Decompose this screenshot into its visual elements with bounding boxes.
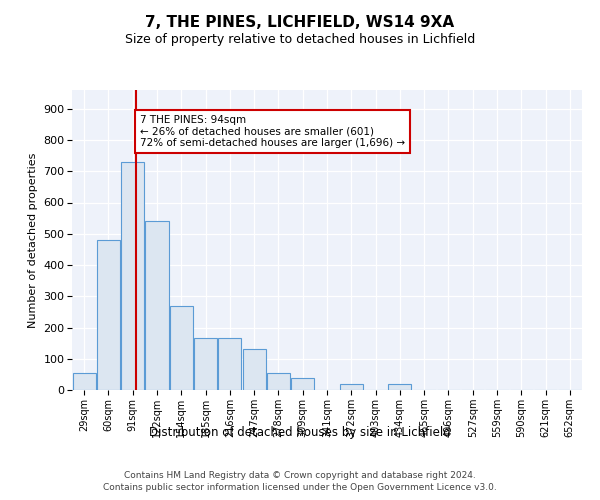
Bar: [291, 378, 314, 390]
Y-axis label: Number of detached properties: Number of detached properties: [28, 152, 38, 328]
Bar: [388, 384, 412, 390]
Bar: [218, 338, 241, 390]
Text: Size of property relative to detached houses in Lichfield: Size of property relative to detached ho…: [125, 32, 475, 46]
Bar: [121, 162, 144, 390]
Text: Distribution of detached houses by size in Lichfield: Distribution of detached houses by size …: [149, 426, 451, 439]
Bar: [340, 384, 363, 390]
Text: Contains public sector information licensed under the Open Government Licence v3: Contains public sector information licen…: [103, 484, 497, 492]
Bar: [194, 338, 217, 390]
Bar: [170, 306, 193, 390]
Bar: [145, 221, 169, 390]
Bar: [267, 373, 290, 390]
Text: 7 THE PINES: 94sqm
← 26% of detached houses are smaller (601)
72% of semi-detach: 7 THE PINES: 94sqm ← 26% of detached hou…: [140, 115, 405, 148]
Bar: [242, 350, 266, 390]
Bar: [73, 373, 95, 390]
Text: 7, THE PINES, LICHFIELD, WS14 9XA: 7, THE PINES, LICHFIELD, WS14 9XA: [145, 15, 455, 30]
Text: Contains HM Land Registry data © Crown copyright and database right 2024.: Contains HM Land Registry data © Crown c…: [124, 471, 476, 480]
Bar: [97, 240, 120, 390]
